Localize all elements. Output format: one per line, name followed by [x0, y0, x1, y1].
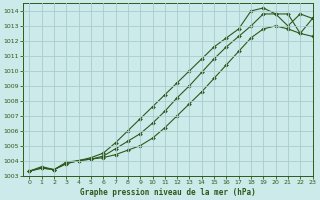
X-axis label: Graphe pression niveau de la mer (hPa): Graphe pression niveau de la mer (hPa) — [80, 188, 256, 197]
